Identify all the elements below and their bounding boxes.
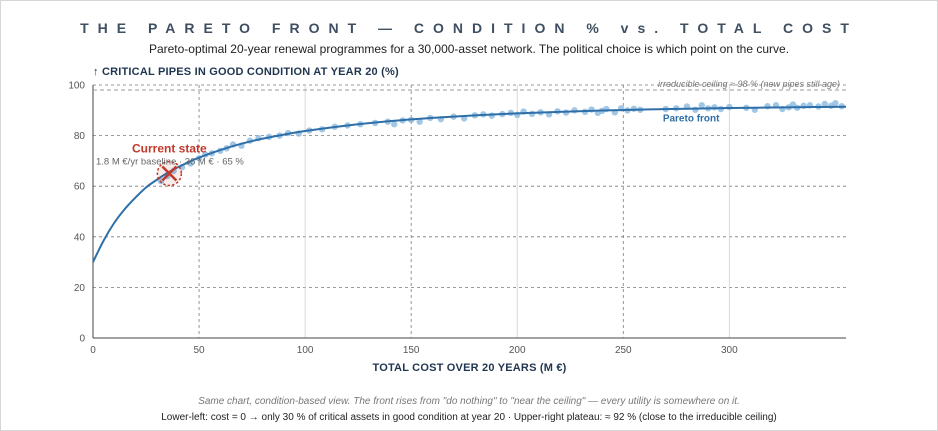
y-tick-label: 0	[79, 334, 85, 345]
data-point	[488, 112, 495, 119]
current-state-sublabel: 1.8 M €/yr baseline · 36 M € · 65 %	[96, 157, 244, 168]
axes: 0 20 40 60 80 100 0 50 100 150 200 250 300	[68, 81, 846, 356]
current-state-label: Current state	[132, 142, 207, 156]
pareto-front-label: Pareto front	[663, 114, 720, 125]
y-tick-label: 20	[74, 283, 86, 294]
scatter-points	[157, 100, 845, 185]
data-point	[391, 121, 398, 128]
chart-footnote: Lower-left: cost = 0 → only 30 % of crit…	[161, 412, 777, 423]
ceiling-label: irreducible ceiling ≈ 98 % (new pipes st…	[658, 79, 840, 89]
y-tick-label: 80	[74, 131, 86, 142]
y-tick-label: 100	[68, 81, 85, 92]
x-axis-label: TOTAL COST OVER 20 YEARS (M €)	[372, 362, 567, 374]
x-tick-label: 150	[403, 345, 420, 356]
data-point	[698, 102, 705, 109]
y-tick-label: 40	[74, 232, 86, 243]
pareto-curve-group: Pareto front	[92, 105, 847, 263]
chart-subtitle: Pareto-optimal 20-year renewal programme…	[148, 42, 790, 56]
x-tick-label: 0	[90, 345, 96, 356]
x-tick-label: 300	[721, 345, 738, 356]
x-tick-label: 100	[297, 345, 314, 356]
data-point	[821, 100, 828, 108]
y-axis-label: ↑ CRITICAL PIPES IN GOOD CONDITION AT YE…	[93, 66, 399, 78]
data-point	[571, 107, 578, 114]
x-tick-label: 50	[193, 345, 205, 356]
chart-title: THE PARETO FRONT — CONDITION % vs. TOTAL…	[80, 20, 858, 36]
chart-caption: Same chart, condition-based view. The fr…	[198, 396, 740, 407]
data-point	[832, 100, 839, 107]
ceiling-line-group: irreducible ceiling ≈ 98 % (new pipes st…	[93, 79, 846, 91]
pareto-curve	[92, 105, 847, 263]
data-point	[416, 118, 423, 125]
data-point	[692, 106, 699, 113]
grid	[93, 84, 846, 338]
x-tick-label: 200	[509, 345, 526, 356]
current-state-cross	[161, 165, 178, 182]
y-tick-label: 60	[74, 182, 86, 193]
x-tick-label: 250	[615, 345, 632, 356]
